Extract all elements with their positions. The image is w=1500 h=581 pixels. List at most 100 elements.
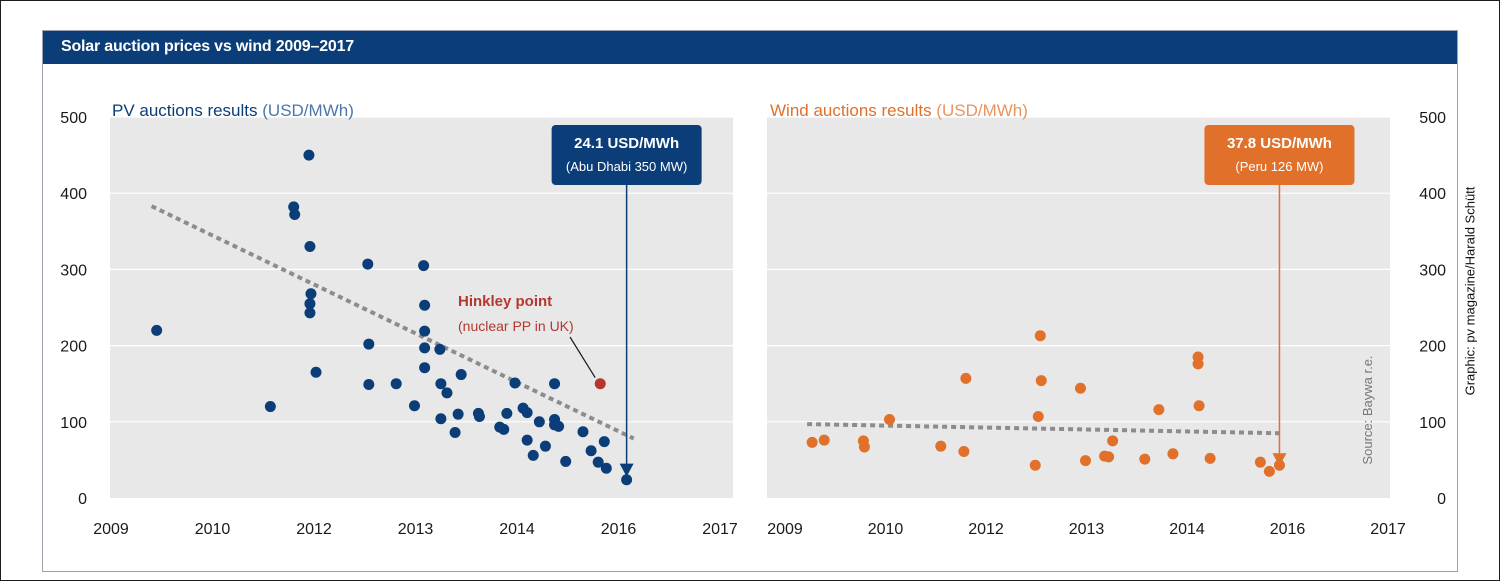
callout-value: 37.8 USD/MWh <box>1227 135 1332 152</box>
data-point <box>1153 404 1165 416</box>
data-point <box>418 260 430 272</box>
data-point <box>305 288 317 300</box>
data-point <box>1167 448 1179 460</box>
data-point <box>1032 410 1044 422</box>
data-point <box>363 338 375 350</box>
y-tick-label: 400 <box>60 186 87 203</box>
x-tick-label: 2017 <box>1370 521 1406 538</box>
y-tick-label: 200 <box>60 339 87 356</box>
y-tick-label: 300 <box>1419 262 1446 279</box>
data-point <box>521 407 533 419</box>
callout-arrow-head <box>1272 453 1287 467</box>
data-point <box>419 362 431 374</box>
highlight-sublabel: (nuclear PP in UK) <box>458 318 574 334</box>
x-tick-label: 2017 <box>702 521 738 538</box>
data-point <box>289 209 301 221</box>
data-point <box>527 449 539 461</box>
y-tick-label: 200 <box>1419 339 1446 356</box>
x-tick-label: 2010 <box>868 521 904 538</box>
data-point <box>935 440 947 452</box>
data-point <box>419 299 431 311</box>
data-point <box>521 434 533 446</box>
data-point <box>310 366 322 378</box>
chart-title-units: (USD/MWh) <box>936 101 1028 120</box>
x-tick-label: 2016 <box>601 521 637 538</box>
chart-title-main: Wind auctions results <box>770 101 936 120</box>
data-point <box>1035 375 1047 387</box>
y-tick-label: 400 <box>1419 186 1446 203</box>
data-point <box>501 407 513 419</box>
data-point <box>362 258 374 270</box>
data-point <box>884 414 896 426</box>
source-note: Source: Baywa r.e. <box>1360 355 1375 464</box>
y-tick-label: 300 <box>60 262 87 279</box>
data-point <box>1107 435 1119 447</box>
chart-title: PV auctions results (USD/MWh) <box>112 101 354 120</box>
data-point <box>509 377 521 389</box>
chart-title-main: PV auctions results <box>112 101 262 120</box>
data-point <box>1254 456 1266 468</box>
y-tick-label: 100 <box>1419 415 1446 432</box>
x-tick-label: 2013 <box>398 521 434 538</box>
x-tick-label: 2013 <box>1069 521 1105 538</box>
data-point <box>303 149 315 161</box>
data-point <box>1034 330 1046 342</box>
data-point <box>1204 452 1216 464</box>
data-point <box>449 426 461 438</box>
y-tick-label: 500 <box>60 110 87 127</box>
x-tick-label: 2014 <box>1169 521 1205 538</box>
data-point <box>585 445 597 457</box>
data-point <box>363 378 375 390</box>
data-point <box>806 436 818 448</box>
callout-box <box>1204 125 1355 185</box>
data-point <box>1029 459 1041 471</box>
data-point <box>455 369 467 381</box>
data-point <box>434 343 446 355</box>
data-point <box>533 416 545 428</box>
data-point <box>419 342 431 354</box>
data-point <box>264 401 276 413</box>
callout-box <box>551 125 702 185</box>
data-point <box>598 436 610 448</box>
data-point <box>958 446 970 458</box>
callout-detail: (Abu Dhabi 350 MW) <box>566 159 687 174</box>
data-point <box>304 307 316 319</box>
pv-chart: 0 100 200 300 400 500 2009 2010 2012 2013 2014 2016… <box>60 101 738 538</box>
trend-line <box>807 422 1280 436</box>
data-point <box>858 441 870 453</box>
highlight-point <box>594 378 606 390</box>
y-tick-label: 0 <box>1437 491 1446 508</box>
data-point <box>1103 451 1115 463</box>
data-point <box>151 324 163 336</box>
y-tick-label: 0 <box>78 491 87 508</box>
data-point <box>600 462 612 474</box>
highlight-label: Hinkley point <box>458 293 552 310</box>
x-tick-label: 2014 <box>499 521 535 538</box>
data-point <box>441 387 453 399</box>
data-point <box>452 408 464 420</box>
y-tick-label: 500 <box>1419 110 1446 127</box>
data-point <box>1263 465 1275 477</box>
data-point <box>1074 382 1086 394</box>
chart-title-units: (USD/MWh) <box>262 101 354 120</box>
data-point <box>390 378 402 390</box>
callout-value: 24.1 USD/MWh <box>574 135 679 152</box>
data-point <box>560 455 572 467</box>
chart-title: Wind auctions results (USD/MWh) <box>770 101 1028 120</box>
data-point <box>621 474 633 486</box>
data-point <box>304 298 316 310</box>
data-point <box>1079 455 1091 467</box>
title-bar: Solar auction prices vs wind 2009–2017 <box>43 31 1457 64</box>
x-tick-label: 2012 <box>968 521 1004 538</box>
data-point <box>818 434 830 446</box>
data-point <box>1192 358 1204 370</box>
data-point <box>419 325 431 337</box>
x-tick-label: 2016 <box>1270 521 1306 538</box>
data-point <box>408 400 420 412</box>
data-point <box>498 423 510 435</box>
callout-detail: (Peru 126 MW) <box>1235 159 1323 174</box>
y-tick-label: 100 <box>60 415 87 432</box>
data-point <box>1139 453 1151 465</box>
data-point <box>1273 459 1285 471</box>
